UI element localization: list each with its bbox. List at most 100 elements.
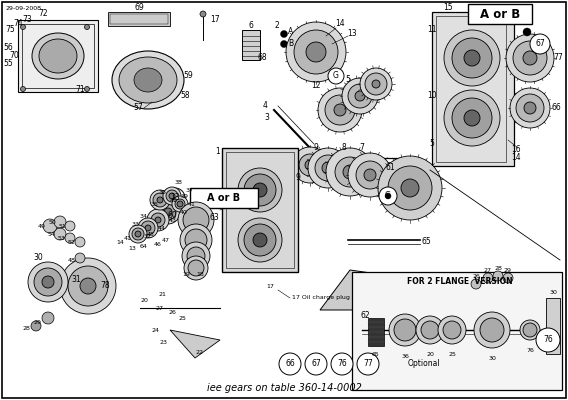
Text: 66: 66 [551, 104, 561, 112]
Circle shape [416, 316, 444, 344]
Circle shape [279, 353, 301, 375]
Circle shape [480, 318, 504, 342]
Circle shape [308, 148, 348, 188]
Circle shape [169, 193, 175, 199]
Circle shape [464, 50, 480, 66]
Text: 24: 24 [151, 328, 159, 332]
Text: 29: 29 [34, 320, 42, 324]
Text: 17: 17 [266, 284, 274, 288]
Circle shape [151, 213, 165, 227]
Circle shape [141, 221, 155, 235]
Text: 36: 36 [158, 190, 166, 194]
Ellipse shape [119, 57, 177, 103]
Circle shape [147, 209, 169, 231]
Text: 26: 26 [472, 274, 480, 278]
Circle shape [506, 34, 554, 82]
Circle shape [343, 165, 357, 179]
Circle shape [357, 353, 379, 375]
Circle shape [305, 353, 327, 375]
Circle shape [42, 276, 54, 288]
Text: 72: 72 [38, 10, 48, 18]
Circle shape [318, 88, 362, 132]
Text: 70: 70 [9, 52, 19, 60]
Text: 4: 4 [262, 102, 268, 110]
Circle shape [524, 102, 536, 114]
Text: 77: 77 [553, 54, 563, 62]
Circle shape [54, 216, 66, 228]
Text: 76: 76 [526, 348, 534, 352]
Circle shape [483, 273, 493, 283]
Circle shape [253, 233, 267, 247]
Circle shape [155, 217, 161, 223]
Text: 63: 63 [209, 214, 219, 222]
Circle shape [150, 190, 170, 210]
Circle shape [364, 169, 376, 181]
Circle shape [244, 224, 276, 256]
Text: 46: 46 [154, 242, 162, 246]
Text: 45: 45 [147, 232, 155, 236]
Text: 78: 78 [100, 282, 110, 290]
Text: 35: 35 [150, 202, 158, 206]
Text: 53: 53 [58, 236, 66, 240]
Circle shape [444, 90, 500, 146]
Circle shape [132, 228, 144, 240]
Text: 61: 61 [385, 164, 395, 172]
Text: 30: 30 [488, 356, 496, 360]
Text: 5: 5 [345, 76, 350, 84]
Text: 52: 52 [68, 240, 76, 244]
Circle shape [360, 68, 392, 100]
Text: 64: 64 [140, 244, 148, 248]
Text: 51: 51 [58, 224, 66, 228]
Text: 32: 32 [144, 234, 152, 240]
Circle shape [379, 187, 397, 205]
Text: A or B: A or B [480, 8, 520, 20]
Circle shape [177, 201, 183, 207]
Circle shape [335, 157, 365, 187]
Circle shape [65, 221, 75, 231]
Circle shape [520, 320, 540, 340]
Bar [352, 272, 562, 390]
Circle shape [452, 38, 492, 78]
Text: 13: 13 [347, 30, 357, 38]
Text: Optional: Optional [408, 360, 441, 368]
Circle shape [156, 200, 180, 224]
Circle shape [80, 278, 96, 294]
Text: 11: 11 [427, 26, 437, 34]
Bar [368, 318, 384, 346]
Circle shape [153, 193, 167, 207]
Circle shape [54, 228, 66, 240]
Text: 75: 75 [5, 26, 15, 34]
Text: 13: 13 [128, 246, 136, 250]
Circle shape [281, 30, 287, 38]
Circle shape [244, 196, 252, 204]
Circle shape [523, 323, 537, 337]
Circle shape [187, 247, 205, 265]
Text: 12: 12 [311, 82, 321, 90]
Text: 73: 73 [22, 14, 32, 24]
Text: 67: 67 [535, 40, 545, 48]
Text: 18: 18 [196, 272, 204, 278]
Circle shape [342, 78, 378, 114]
Circle shape [503, 273, 513, 283]
Text: 21: 21 [158, 292, 166, 298]
Circle shape [145, 225, 151, 231]
Circle shape [328, 68, 344, 84]
Text: 29: 29 [504, 268, 512, 272]
Text: 55: 55 [3, 60, 13, 68]
Circle shape [443, 321, 461, 339]
Circle shape [34, 268, 62, 296]
Circle shape [85, 86, 90, 92]
Circle shape [165, 188, 185, 208]
Circle shape [286, 22, 346, 82]
Circle shape [355, 91, 365, 101]
Circle shape [244, 174, 276, 206]
Text: 29-09-2008: 29-09-2008 [6, 6, 42, 11]
Circle shape [60, 258, 116, 314]
Circle shape [172, 196, 188, 212]
Ellipse shape [112, 51, 184, 109]
Text: 6: 6 [249, 22, 253, 30]
Circle shape [43, 219, 57, 233]
Polygon shape [170, 330, 220, 358]
Text: 43: 43 [169, 218, 177, 222]
Circle shape [185, 229, 207, 251]
